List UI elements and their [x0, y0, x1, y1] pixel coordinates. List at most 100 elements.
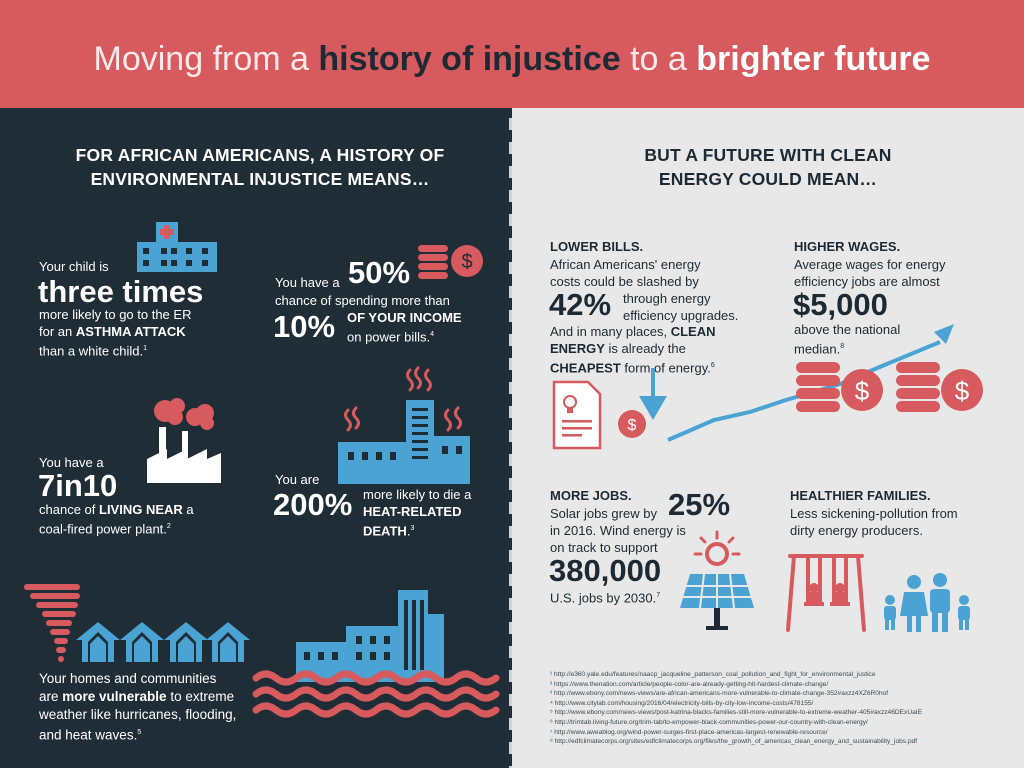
- income-bold: OF YOUR INCOME: [347, 310, 462, 325]
- jobs-line-4-text: U.S. jobs by 2030.: [550, 590, 657, 606]
- bill-document-icon: $: [552, 380, 646, 450]
- footnotes: ¹ http://e360.yale.edu/features/naacp_ja…: [550, 670, 922, 747]
- heat-line-3: DEATH.3: [363, 520, 471, 539]
- jobs-line-2: in 2016. Wind energy is: [550, 523, 686, 538]
- bills-line-4: ENERGY is already the: [550, 340, 770, 357]
- injustice-heading-line-1: FOR AFRICAN AMERICANS, A HISTORY OF: [75, 145, 445, 165]
- svg-text:$: $: [955, 376, 970, 406]
- hospital-icon: [137, 222, 217, 272]
- jobs-stat-2: 380,000: [549, 553, 662, 588]
- jobs-ref: 7: [656, 592, 661, 599]
- panel-divider: [509, 118, 512, 768]
- families-text: Less sickening-pollution from dirty ener…: [790, 505, 958, 539]
- bills-line-2: costs could be slashed by: [550, 274, 699, 289]
- jobs-stat-1: 25%: [668, 487, 731, 522]
- income-text: OF YOUR INCOME on power bills.4: [347, 309, 462, 345]
- jobs-line-4: U.S. jobs by 2030.7: [550, 587, 660, 606]
- header-banner: Moving from a history of injustice to a …: [0, 0, 1024, 108]
- footnote-3: ³ http://www.ebony.com/news-views/are-af…: [550, 690, 889, 698]
- income-stat-2: 10%: [273, 309, 336, 344]
- bills-line-5-bold: CHEAPEST: [550, 360, 621, 376]
- weather-line-3: weather like hurricanes, flooding,: [39, 707, 237, 722]
- footnote-6: ⁶ http://trimtab.living-future.org/trim-…: [550, 718, 868, 726]
- heat-bold-1: HEAT-RELATED: [363, 504, 462, 519]
- family-icon: [884, 573, 970, 632]
- title-part-3: to a: [620, 40, 697, 78]
- footnote-1: ¹ http://e360.yale.edu/features/naacp_ja…: [550, 671, 876, 678]
- asthma-line-2-pre: for an: [39, 324, 76, 339]
- footnote-5: ⁵ http://www.ebony.com/news-views/post-k…: [550, 709, 922, 717]
- coins-stack-icon: $ $: [796, 362, 983, 412]
- page-title: Moving from a history of injustice to a …: [0, 40, 1024, 79]
- coal-line-2: coal-fired power plant.2: [39, 518, 279, 537]
- asthma-stat: three times: [38, 274, 204, 309]
- weather-line-4: and heat waves.5: [39, 724, 279, 745]
- income-line-1: chance of spending more than: [275, 293, 450, 308]
- bills-side-2: efficiency upgrades.: [623, 308, 739, 323]
- bills-side-1: through energy: [623, 291, 711, 306]
- heat-ref: 3: [410, 525, 415, 532]
- coal-line-2-text: coal-fired power plant.: [39, 521, 167, 537]
- injustice-heading-line-2: ENVIRONMENTAL INJUSTICE MEANS…: [90, 169, 430, 189]
- wages-line-4-text: median.: [794, 341, 841, 357]
- bills-line-5: CHEAPEST form of energy.6: [550, 357, 770, 376]
- heat-stat: 200%: [273, 487, 353, 522]
- down-arrow-icon: [639, 368, 667, 420]
- bills-line-3-bold: CLEAN: [670, 324, 716, 339]
- weather-line-2-bold: more vulnerable: [62, 689, 167, 704]
- wages-intro: Average wages for energy efficiency jobs…: [794, 256, 1014, 290]
- asthma-line-2: for an ASTHMA ATTACK: [39, 323, 279, 340]
- bills-line-4-bold: ENERGY: [550, 341, 605, 356]
- asthma-line-2-bold: ASTHMA ATTACK: [75, 324, 186, 339]
- footnote-2: ² https://www.thenation.com/article/peop…: [550, 680, 829, 688]
- svg-text:$: $: [461, 251, 472, 273]
- families-title: HEALTHIER FAMILIES.: [790, 488, 931, 503]
- bills-side: through energy efficiency upgrades.: [623, 290, 738, 324]
- solar-panel-icon: [680, 530, 754, 630]
- heat-text: more likely to die a HEAT-RELATED DEATH.…: [363, 486, 471, 539]
- title-part-4: brighter future: [696, 40, 931, 78]
- bills-stat: 42%: [549, 287, 612, 322]
- heat-intro: You are: [275, 472, 320, 487]
- bills-title: LOWER BILLS.: [550, 239, 644, 254]
- jobs-more: in 2016. Wind energy is on track to supp…: [550, 522, 686, 556]
- svg-text:$: $: [855, 376, 870, 406]
- wages-line-1: Average wages for energy: [794, 257, 946, 272]
- swing-set-icon: [786, 554, 866, 632]
- income-stat-1: 50%: [348, 255, 411, 290]
- bills-ref: 6: [710, 362, 715, 369]
- asthma-line-3: than a white child.1: [39, 340, 279, 359]
- power-plant-icon: [338, 366, 470, 484]
- heat-post: .: [406, 523, 411, 539]
- weather-line-1: Your homes and communities: [39, 671, 217, 686]
- bills-line-1: African Americans' energy: [550, 257, 701, 272]
- footnote-8: ⁸ http://edfclimatecorps.org/sites/edfcl…: [550, 738, 918, 746]
- title-part-1: Moving from a: [93, 40, 319, 78]
- families-line-2: dirty energy producers.: [790, 523, 923, 538]
- coal-line-1-bold: LIVING NEAR: [99, 502, 183, 517]
- asthma-text: more likely to go to the ER for an ASTHM…: [39, 306, 279, 359]
- coal-ref: 2: [166, 523, 171, 530]
- asthma-ref: 1: [143, 345, 147, 352]
- weather-line-4-text: and heat waves.: [39, 727, 138, 743]
- weather-line-2-pre: are: [39, 689, 63, 704]
- future-heading: BUT A FUTURE WITH CLEAN ENERGY COULD MEA…: [532, 143, 1004, 191]
- asthma-line-3-text: than a white child.: [39, 343, 144, 359]
- income-ref: 4: [430, 331, 435, 338]
- jobs-line-3: on track to support: [550, 540, 658, 555]
- weather-text: Your homes and communities are more vuln…: [39, 670, 279, 745]
- wages-title: HIGHER WAGES.: [794, 239, 901, 254]
- asthma-line-1: more likely to go to the ER: [39, 307, 192, 322]
- coal-text: chance of LIVING NEAR a coal-fired power…: [39, 501, 279, 537]
- coal-stat: 7in10: [38, 468, 118, 503]
- savings-graphic: $ $ $: [552, 324, 983, 450]
- svg-text:$: $: [628, 417, 637, 434]
- bills-line-3-pre: And in many places,: [550, 324, 671, 339]
- asthma-intro: Your child is: [39, 259, 109, 274]
- coal-intro: You have a: [39, 455, 104, 470]
- weather-line-2-post: to extreme: [166, 689, 235, 704]
- heat-bold-2: DEATH: [363, 523, 407, 539]
- injustice-heading: FOR AFRICAN AMERICANS, A HISTORY OF ENVI…: [20, 143, 500, 191]
- heat-line-1: more likely to die a: [363, 487, 472, 502]
- factory-icon: [147, 398, 221, 483]
